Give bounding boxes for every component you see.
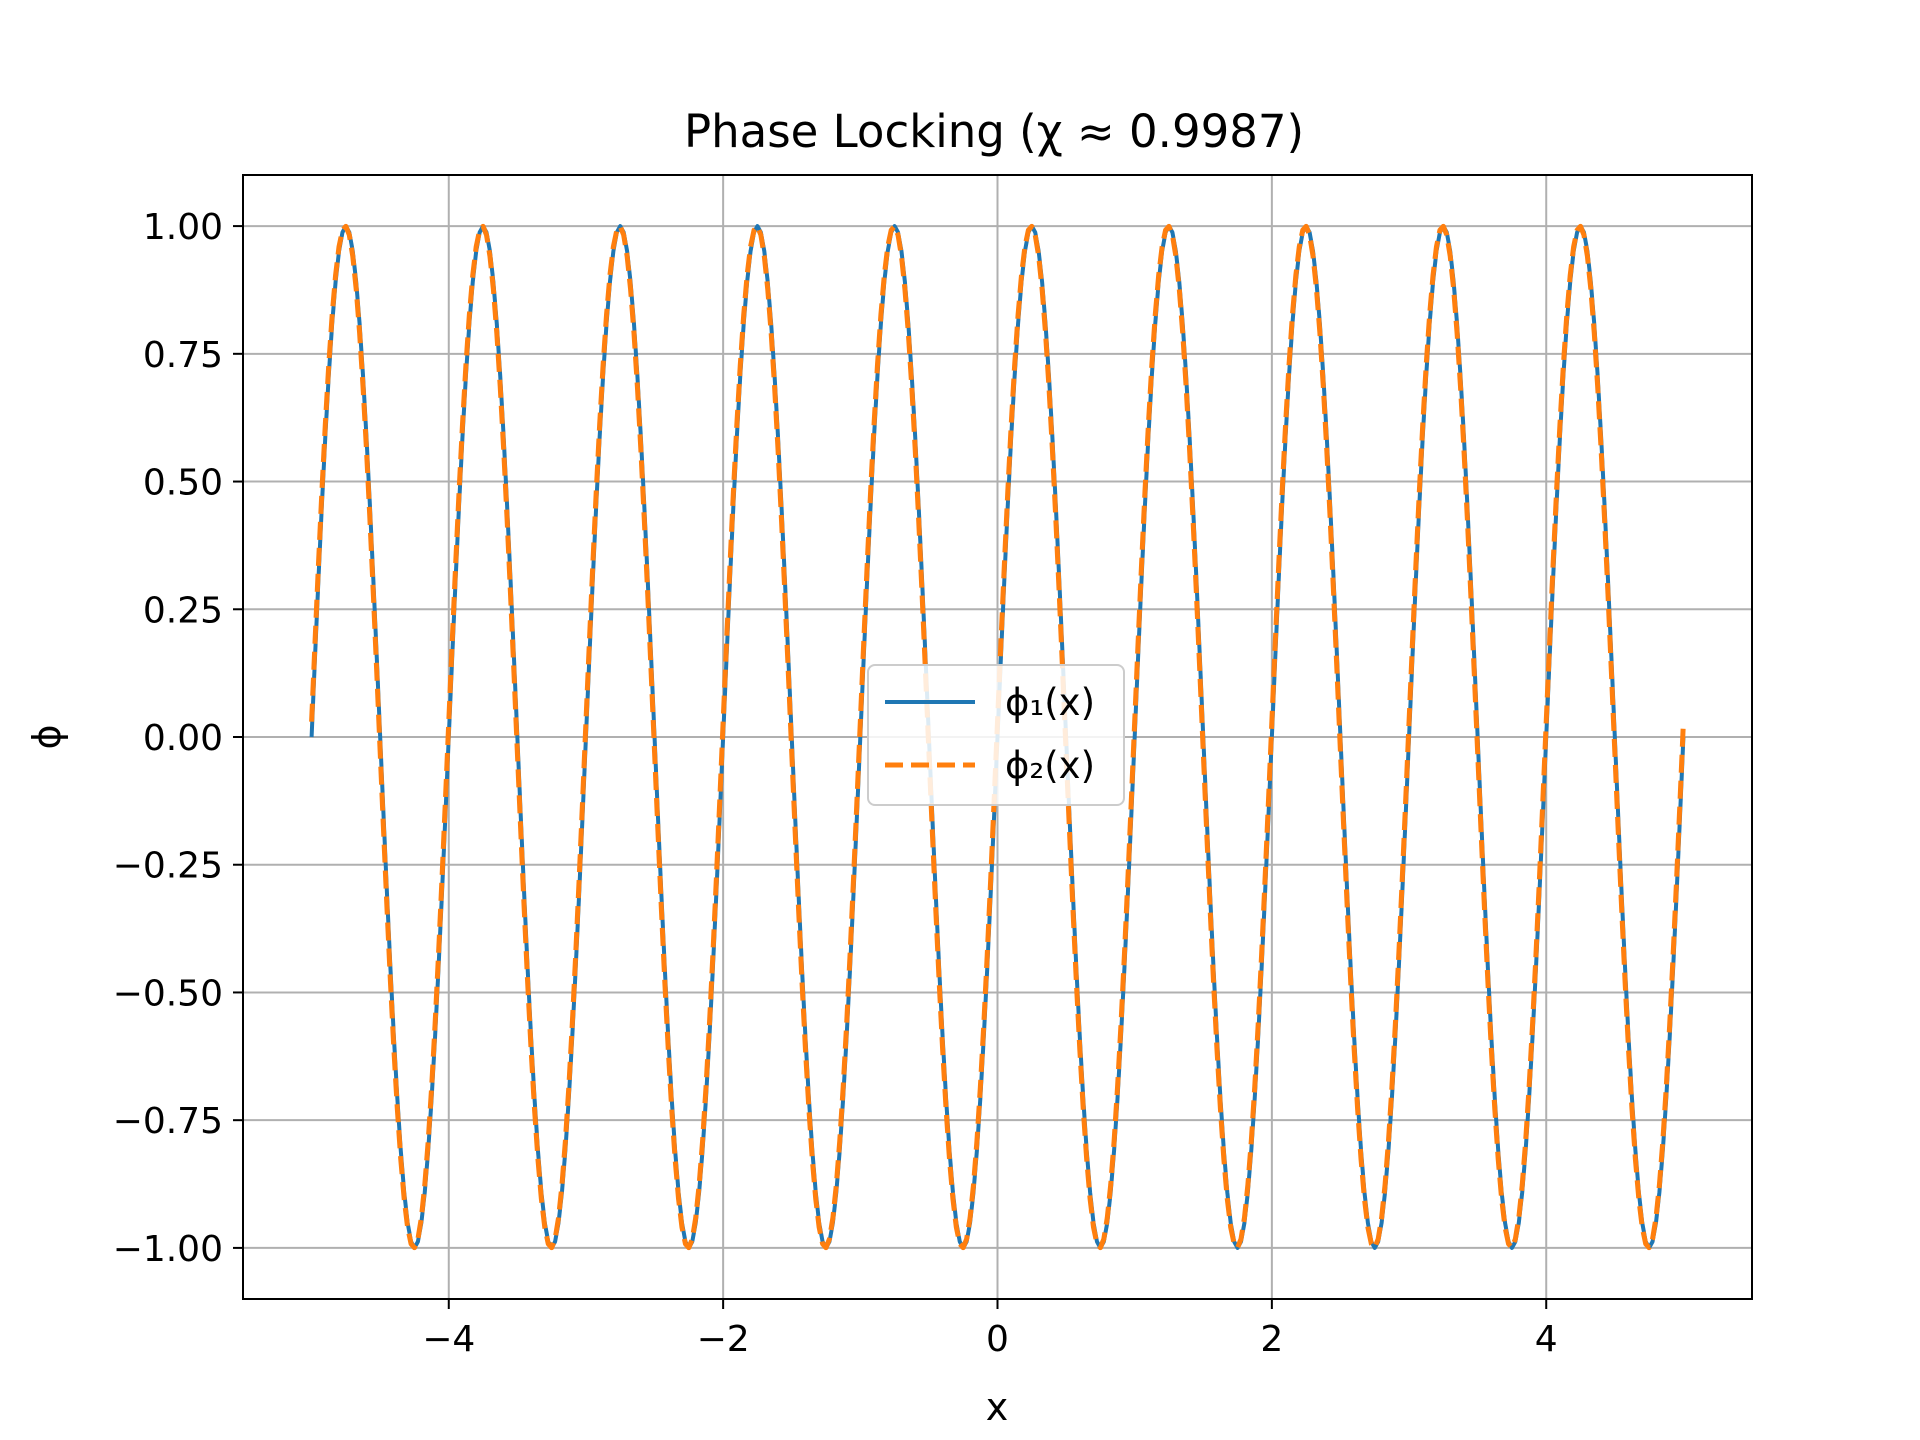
chart-title: Phase Locking (χ ≈ 0.9987) (684, 105, 1304, 158)
y-tick-label: 0.75 (143, 335, 223, 376)
y-tick-label: 0.25 (143, 590, 223, 631)
x-axis-ticks: −4 −2 0 2 4 (422, 1299, 1558, 1360)
y-tick-label: −1.00 (113, 1229, 223, 1270)
y-axis-ticks: −1.00 −0.75 −0.50 −0.25 0.00 0.25 0.50 0.75 1.00 (113, 207, 243, 1270)
x-tick-label: −2 (697, 1319, 750, 1360)
legend-label-phi1: ϕ₁(x) (1005, 681, 1095, 724)
legend-label-phi2: ϕ₂(x) (1005, 744, 1095, 787)
x-axis-label: x (986, 1385, 1009, 1429)
y-tick-label: −0.50 (113, 973, 223, 1014)
y-tick-label: 0.50 (143, 463, 223, 504)
y-tick-label: 0.00 (143, 718, 223, 759)
x-tick-label: 0 (986, 1319, 1009, 1360)
x-tick-label: −4 (422, 1319, 475, 1360)
y-tick-label: −0.25 (113, 846, 223, 887)
y-tick-label: −0.75 (113, 1101, 223, 1142)
y-tick-label: 1.00 (143, 207, 223, 248)
y-axis-label: ϕ (25, 724, 69, 749)
x-tick-label: 2 (1260, 1319, 1283, 1360)
legend: ϕ₁(x) ϕ₂(x) (867, 664, 1125, 806)
x-tick-label: 4 (1535, 1319, 1558, 1360)
